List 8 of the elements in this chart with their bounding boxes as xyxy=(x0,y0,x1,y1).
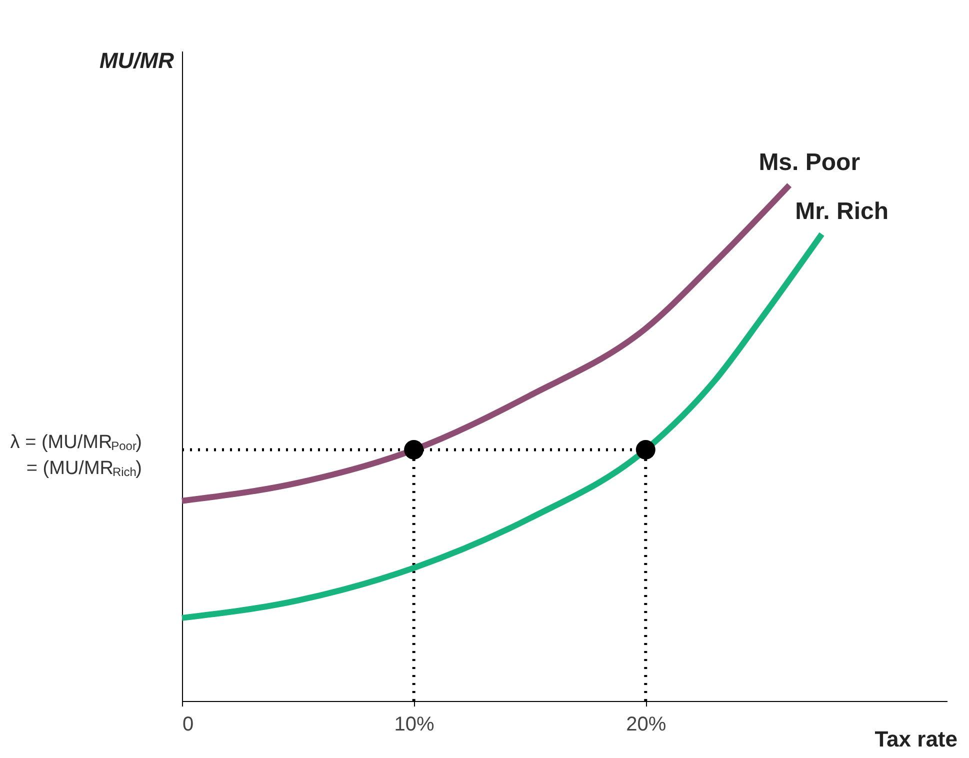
x-tick-label: 20% xyxy=(626,714,666,736)
x-tick-label: 0 xyxy=(182,714,194,736)
ref-line-label: λ = (MU/MRPoor) = (MU/MRRich) xyxy=(10,432,142,479)
series-label: Mr. Rich xyxy=(795,198,888,226)
x-tick-label: 10% xyxy=(394,714,435,736)
series-label: Ms. Poor xyxy=(758,149,860,176)
text: MU/MR xyxy=(99,48,174,73)
x-axis-title: Tax rate xyxy=(874,726,958,752)
